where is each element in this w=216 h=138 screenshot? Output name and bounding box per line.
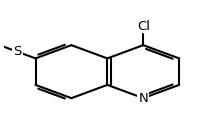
Text: N: N — [138, 92, 148, 105]
Text: S: S — [13, 45, 22, 58]
Text: Cl: Cl — [137, 20, 150, 33]
